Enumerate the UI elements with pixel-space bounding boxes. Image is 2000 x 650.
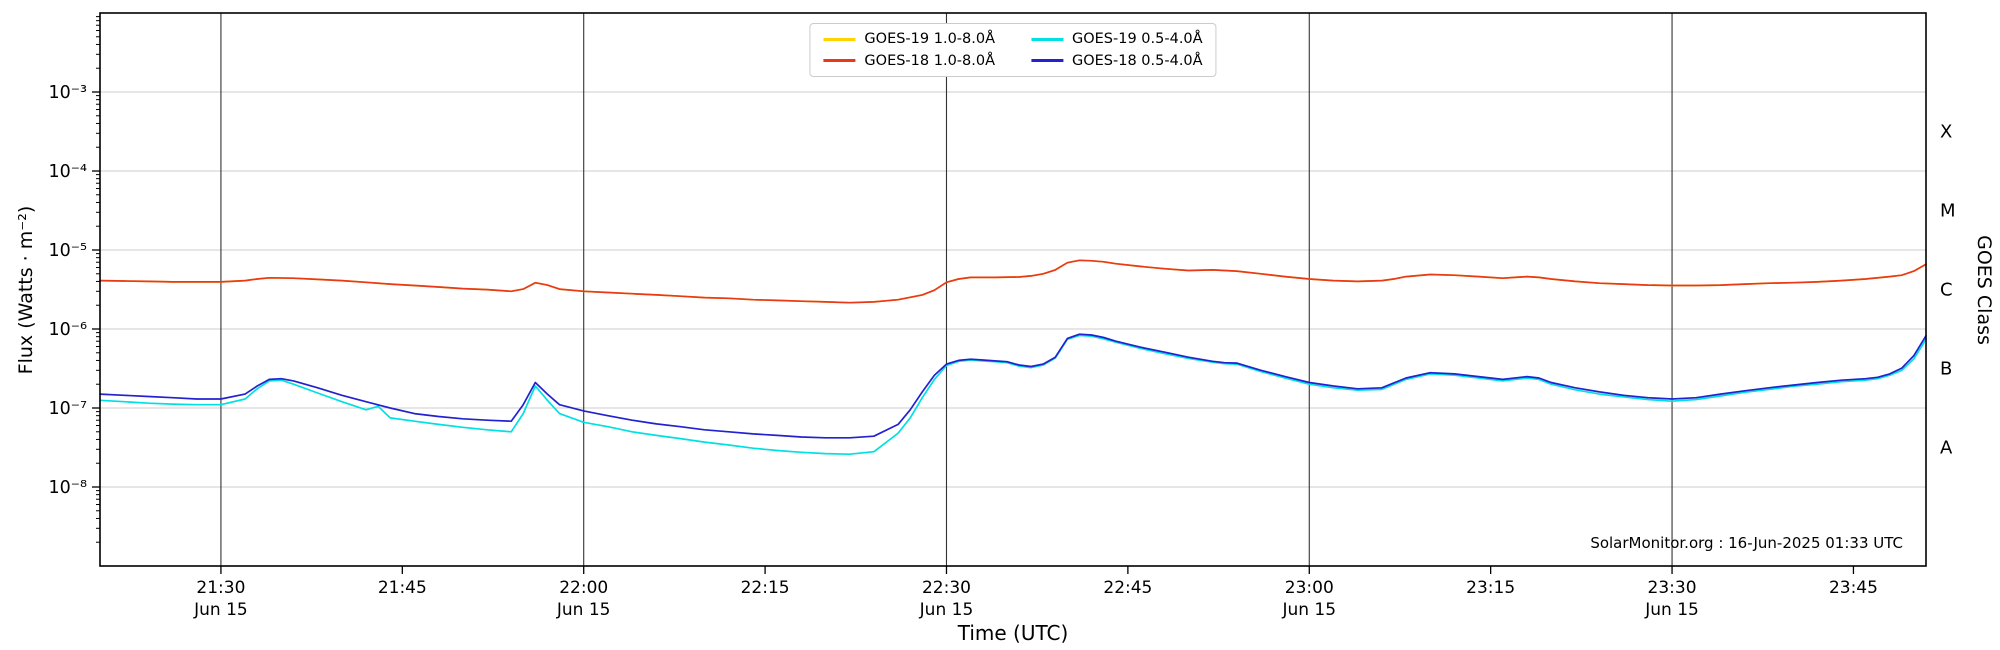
legend-item-goes19-long: GOES-19 1.0-8.0Å: [823, 32, 995, 47]
legend-line-swatch-goes18-long: [823, 59, 856, 63]
x-axis-tick-label: 21:30: [196, 578, 245, 598]
goes-class-label: X: [1940, 122, 1952, 143]
y-axis-tick-label: 10⁻³: [48, 83, 87, 103]
legend-item-goes18-short: GOES-18 0.5-4.0Å: [1031, 52, 1203, 69]
y-axis-tick-label: 10⁻⁶: [48, 320, 87, 340]
x-axis-tick-label: 23:00: [1285, 578, 1334, 598]
y-axis-tick-label: 10⁻⁸: [48, 478, 87, 498]
legend-label-goes18-long: GOES-18 1.0-8.0Å: [864, 52, 995, 69]
y-axis-tick-label: 10⁻⁵: [48, 241, 87, 261]
x-axis-date-label: Jun 15: [919, 600, 974, 620]
legend-line-swatch-goes19-short: [1031, 37, 1063, 41]
right-axis-label: GOES Class: [1973, 235, 1995, 345]
plot-background: [100, 13, 1926, 566]
x-axis-tick-label: 21:45: [378, 578, 427, 598]
x-axis-tick-label: 22:30: [922, 578, 971, 598]
goes-class-label: A: [1940, 438, 1953, 459]
legend-item-goes18-long: GOES-18 1.0-8.0Å: [823, 52, 995, 69]
x-axis-date-label: Jun 15: [193, 600, 248, 620]
legend: GOES-19 1.0-8.0Å GOES-18 1.0-8.0Å GOES-1…: [809, 23, 1217, 77]
x-axis-tick-label: 23:15: [1466, 578, 1515, 598]
goes-class-label: B: [1940, 359, 1952, 380]
x-axis-tick-label: 23:30: [1648, 578, 1697, 598]
legend-label-goes19-long: GOES-19 1.0-8.0Å: [864, 31, 995, 47]
series-line-goes19-short: [99, 334, 1927, 456]
attribution-text: SolarMonitor.org : 16-Jun-2025 01:33 UTC: [1590, 534, 1903, 552]
legend-item-goes19-short: GOES-19 0.5-4.0Å: [1031, 32, 1203, 47]
x-axis-tick-label: 22:00: [559, 578, 608, 598]
series-line-goes18-long: [99, 259, 1927, 304]
x-axis-date-label: Jun 15: [556, 600, 611, 620]
y-axis-tick-label: 10⁻⁷: [48, 399, 87, 419]
y-axis-tick-label: 10⁻⁴: [48, 162, 87, 182]
goes-class-label: M: [1940, 201, 1956, 222]
legend-line-swatch-goes19-long: [823, 37, 856, 41]
x-axis-tick-label: 22:45: [1103, 578, 1152, 598]
x-axis-date-label: Jun 15: [1644, 600, 1699, 620]
x-axis-date-label: Jun 15: [1281, 600, 1336, 620]
legend-line-swatch-goes18-short: [1031, 59, 1063, 63]
plot-border: [99, 12, 1927, 567]
x-axis-tick-label: 22:15: [741, 578, 790, 598]
series-line-goes18-short: [99, 333, 1927, 439]
x-axis-tick-label: 23:45: [1829, 578, 1878, 598]
y-axis-label: Flux (Watts · m⁻²): [15, 205, 37, 375]
legend-label-goes19-short: GOES-19 0.5-4.0Å: [1072, 31, 1203, 47]
x-axis-label: Time (UTC): [957, 621, 1069, 645]
legend-label-goes18-short: GOES-18 0.5-4.0Å: [1072, 52, 1203, 69]
goes-class-label: C: [1940, 280, 1953, 301]
